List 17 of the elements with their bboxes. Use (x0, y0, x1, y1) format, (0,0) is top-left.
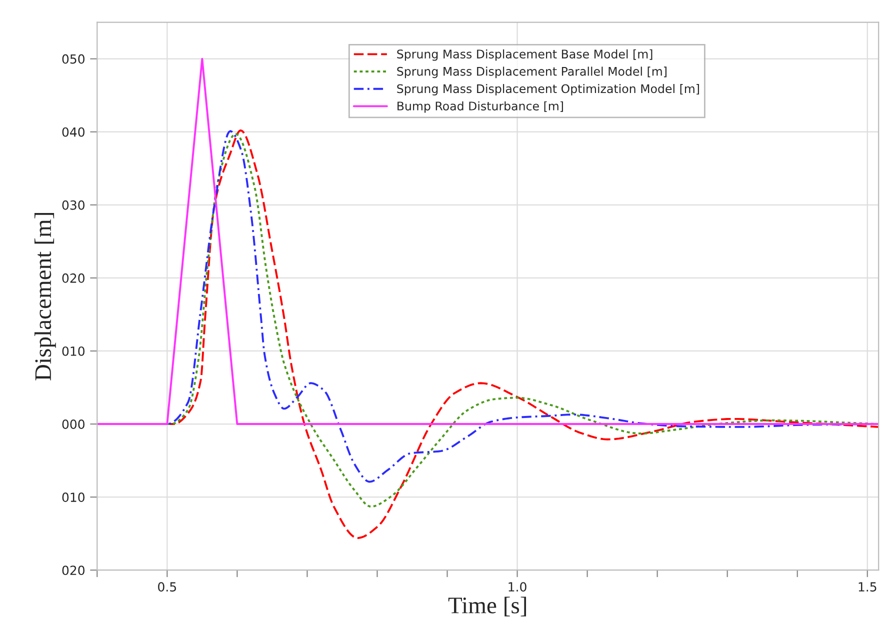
y-tick-label: 040 (62, 127, 84, 137)
x-axis-title: Time [s] (448, 596, 526, 616)
x-tick-label: 1.5 (858, 582, 876, 592)
x-tick-label: 1.0 (508, 582, 526, 592)
y-tick-label: 020 (62, 273, 84, 283)
y-tick-label: 030 (62, 200, 84, 210)
y-axis-title: Displacement [m] (34, 213, 56, 380)
y-tick-label: 000 (62, 420, 84, 429)
legend-label: Sprung Mass Displacement Optimization Model [m] (397, 84, 699, 96)
legend-label: Sprung Mass Displacement Base Model [m] (397, 49, 652, 61)
y-tick-label: 010 (62, 346, 84, 356)
x-tick-label: 0.5 (158, 582, 176, 592)
legend-label: Bump Road Disturbance [m] (398, 101, 563, 113)
y-tick-label: 010 (62, 492, 84, 502)
legend-label: Sprung Mass Displacement Parallel Model [m] (397, 66, 666, 78)
y-tick-label: 050 (62, 54, 84, 64)
y-tick-label: 020 (62, 566, 84, 576)
